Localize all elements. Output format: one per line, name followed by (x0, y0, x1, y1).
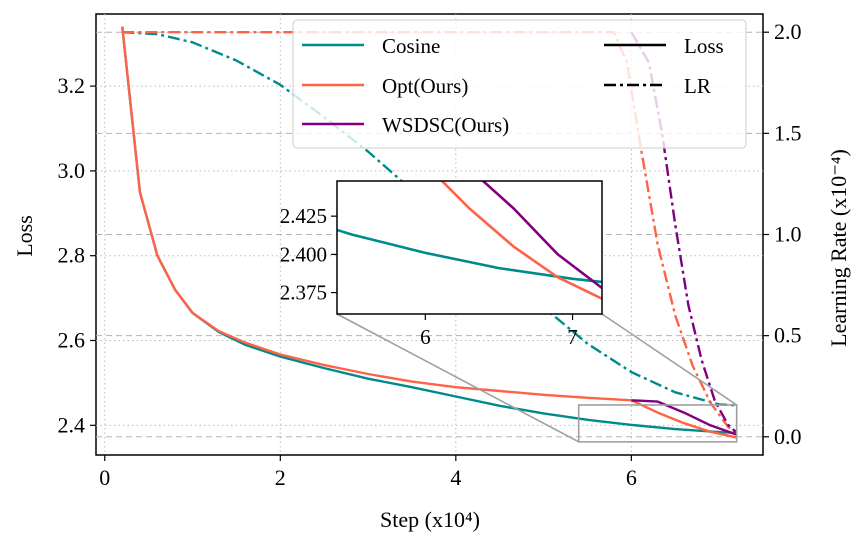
x-tick-label: 6 (626, 465, 637, 490)
x-tick-label: 4 (450, 465, 461, 490)
inset-series (337, 181, 602, 300)
zoom-indicator (336, 313, 738, 443)
loss-line-wsdsc-ours (631, 399, 738, 436)
x-axis-label: Step (x10⁴) (380, 507, 480, 532)
y-axis-left-label: Loss (12, 215, 37, 257)
inset-x-tick-label: 6 (420, 325, 431, 349)
y-right-tick-label: 1.0 (774, 222, 802, 247)
legend-label: LR (684, 74, 711, 98)
x-tick-label: 2 (275, 465, 286, 490)
y-right-tick-label: 0.0 (774, 424, 802, 449)
y-axis-right-label: Learning Rate (x10⁻⁴) (826, 149, 851, 347)
inset-y-tick-label: 2.425 (280, 204, 327, 228)
inset-y-tick-label: 2.375 (280, 281, 327, 305)
inset-y-tick-label: 2.400 (280, 242, 327, 266)
inset-plot: 6 7 2.375 2.400 2.425 (280, 180, 603, 349)
legend-label: Opt(Ours) (382, 74, 468, 98)
inset-x-tick-label: 7 (567, 325, 578, 349)
legend-box (292, 19, 747, 149)
inset-background (337, 181, 602, 314)
zoom-box (577, 404, 738, 443)
y-left-tick-label: 3.0 (58, 158, 86, 183)
zoom-connector (336, 313, 580, 443)
lr-line-wsdsc-ours-lr (630, 31, 738, 434)
y-left-tick-label: 3.2 (58, 73, 86, 98)
y-right-tick-label: 1.5 (774, 120, 802, 145)
legend-label: Cosine (382, 34, 440, 58)
y-left-tick-label: 2.6 (58, 328, 86, 353)
x-tick-label: 0 (99, 465, 110, 490)
y-left-tick-label: 2.8 (58, 243, 86, 268)
y-left-tick-label: 2.4 (58, 412, 86, 437)
legend-label: WSDSC(Ours) (382, 113, 509, 137)
axis-ticks: 0 2 4 6 2.4 2.6 2.8 3.0 3.2 0.0 0.5 1.0 1.5 2.0 (58, 19, 802, 490)
inset-loss-line-cosine (337, 228, 602, 284)
inset-loss-line-wsdsc-ours (481, 181, 602, 290)
series-layer (121, 26, 738, 439)
y-right-tick-label: 2.0 (774, 19, 802, 44)
legend-label: Loss (684, 34, 724, 58)
loss-line-opt-ours (121, 26, 737, 439)
lr-line-cosine-lr (122, 31, 737, 407)
legend: Cosine Opt(Ours) WSDSC(Ours) Loss LR (292, 19, 747, 149)
inset-loss-line-opt-ours (440, 181, 602, 300)
inset-frame (336, 180, 603, 315)
zoom-connector (601, 313, 738, 406)
y-right-tick-label: 0.5 (774, 323, 802, 348)
